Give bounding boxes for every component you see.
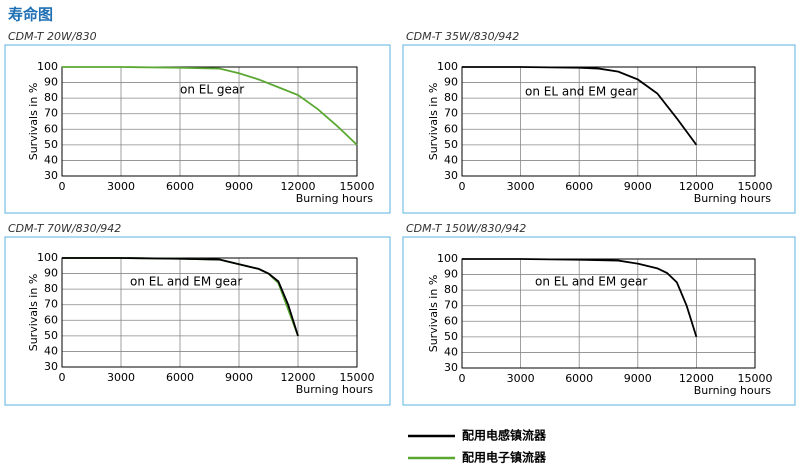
- x-tick-label: 15000: [340, 180, 375, 193]
- y-tick-label: 40: [44, 153, 58, 166]
- x-tick-label: 0: [459, 372, 466, 385]
- y-tick-label: 80: [444, 91, 458, 104]
- series-line: [462, 66, 698, 146]
- chart-subtitle: CDM-T 150W/830/942: [406, 222, 526, 235]
- x-tick-label: 6000: [166, 371, 194, 384]
- series-line: [62, 257, 299, 337]
- x-tick-label: 15000: [340, 371, 375, 384]
- y-axis-label: Survivals in %: [427, 83, 440, 161]
- x-axis-label: Burning hours: [694, 384, 772, 397]
- plot-frame: [61, 66, 358, 177]
- x-axis-label: Burning hours: [296, 383, 374, 396]
- x-axis-label: Burning hours: [694, 192, 772, 205]
- y-axis-label: Survivals in %: [27, 83, 40, 161]
- chart-subtitle: CDM-T 70W/830/942: [8, 222, 121, 235]
- y-tick-label: 90: [44, 267, 58, 280]
- x-tick-label: 0: [459, 180, 466, 193]
- x-tick-label: 12000: [281, 371, 316, 384]
- x-tick-label: 9000: [225, 371, 253, 384]
- y-tick-label: 90: [444, 76, 458, 89]
- y-tick-label: 70: [44, 107, 58, 120]
- y-tick-label: 50: [444, 138, 458, 151]
- plot-frame: [461, 66, 756, 177]
- y-axis-label: Survivals in %: [427, 275, 440, 353]
- y-tick-label: 100: [437, 60, 458, 73]
- plot-frame: [461, 258, 756, 369]
- x-tick-label: 6000: [166, 180, 194, 193]
- y-tick-label: 60: [444, 314, 458, 327]
- x-axis-label: Burning hours: [296, 192, 374, 205]
- x-tick-label: 9000: [225, 180, 253, 193]
- plot-frame: [61, 257, 358, 368]
- y-tick-label: 70: [444, 299, 458, 312]
- x-tick-label: 6000: [565, 372, 593, 385]
- y-tick-label: 40: [44, 344, 58, 357]
- x-tick-label: 3000: [507, 180, 535, 193]
- x-tick-label: 3000: [507, 372, 535, 385]
- x-tick-label: 0: [59, 180, 66, 193]
- y-tick-label: 60: [444, 122, 458, 135]
- y-tick-label: 40: [444, 153, 458, 166]
- y-tick-label: 60: [44, 122, 58, 135]
- y-tick-label: 30: [44, 360, 58, 373]
- plot-area: [62, 258, 357, 367]
- y-tick-label: 100: [437, 252, 458, 265]
- panel-border: [402, 44, 796, 214]
- y-tick-label: 90: [444, 268, 458, 281]
- y-tick-label: 60: [44, 313, 58, 326]
- plot-area: [462, 259, 755, 368]
- series-line: [62, 66, 358, 146]
- x-tick-label: 12000: [679, 372, 714, 385]
- plot-area: [462, 67, 755, 176]
- y-tick-label: 30: [444, 361, 458, 374]
- y-tick-label: 100: [37, 60, 58, 73]
- x-tick-label: 12000: [281, 180, 316, 193]
- x-tick-label: 15000: [738, 180, 773, 193]
- panel-border: [4, 44, 391, 214]
- series-line: [462, 258, 698, 338]
- y-tick-label: 30: [44, 169, 58, 182]
- chart-subtitle: CDM-T 20W/830: [8, 30, 97, 43]
- x-tick-label: 12000: [679, 180, 714, 193]
- y-tick-label: 80: [44, 282, 58, 295]
- legend-label: 配用电感镇流器: [462, 428, 547, 443]
- chart-subtitle: CDM-T 35W/830/942: [406, 30, 519, 43]
- annotation: on EL and EM gear: [130, 275, 242, 289]
- y-tick-label: 100: [37, 251, 58, 264]
- y-tick-label: 50: [44, 329, 58, 342]
- x-tick-label: 15000: [738, 372, 773, 385]
- y-tick-label: 30: [444, 169, 458, 182]
- x-tick-label: 0: [59, 371, 66, 384]
- x-tick-label: 9000: [624, 180, 652, 193]
- y-axis-label: Survivals in %: [27, 274, 40, 352]
- x-tick-label: 6000: [565, 180, 593, 193]
- panel-border: [4, 236, 391, 406]
- x-tick-label: 9000: [624, 372, 652, 385]
- y-tick-label: 90: [44, 76, 58, 89]
- page-title: 寿命图: [8, 6, 53, 24]
- x-tick-label: 3000: [107, 371, 135, 384]
- annotation: on EL and EM gear: [535, 275, 647, 289]
- y-tick-label: 80: [44, 91, 58, 104]
- y-tick-label: 80: [444, 283, 458, 296]
- legend-label: 配用电子镇流器: [462, 450, 547, 465]
- y-tick-label: 50: [44, 138, 58, 151]
- annotation: on EL and EM gear: [525, 85, 637, 99]
- x-tick-label: 3000: [107, 180, 135, 193]
- panel-border: [402, 236, 796, 406]
- y-tick-label: 70: [44, 298, 58, 311]
- annotation: on EL gear: [180, 83, 244, 97]
- y-tick-label: 50: [444, 330, 458, 343]
- plot-area: [62, 67, 357, 176]
- y-tick-label: 70: [444, 107, 458, 120]
- y-tick-label: 40: [444, 345, 458, 358]
